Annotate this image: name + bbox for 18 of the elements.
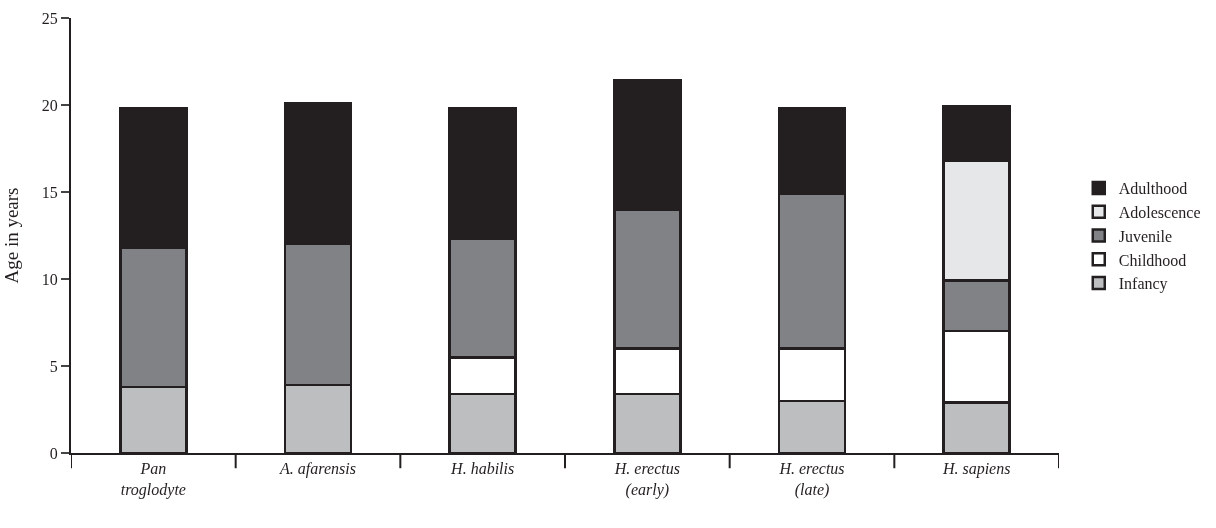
x-tick-label: Pan troglodyte [120, 460, 186, 499]
x-tick-label: H. erectus (late) [778, 460, 845, 499]
x-tick-label: H. erectus (early) [613, 460, 680, 499]
y-tick-label: 5 [49, 357, 58, 375]
x-tick-label: H. habilis [450, 460, 515, 478]
y-tick-label: 15 [41, 183, 58, 201]
x-tick-label: A. afarensis [279, 460, 356, 479]
legend-label: Juvenile [1118, 227, 1173, 245]
y-axis-title: Age in years [1, 187, 23, 284]
y-tick-label: 0 [49, 444, 58, 462]
legend-label: Adulthood [1118, 180, 1188, 198]
y-tick-label: 25 [41, 9, 58, 27]
legend-label: Adolescence [1118, 203, 1201, 221]
legend-label: Infancy [1118, 275, 1168, 294]
x-tick-label: H. sapiens [941, 460, 1011, 479]
y-tick-label: 10 [41, 270, 58, 288]
legend-label: Childhood [1118, 251, 1187, 269]
y-tick-label: 20 [41, 96, 58, 114]
